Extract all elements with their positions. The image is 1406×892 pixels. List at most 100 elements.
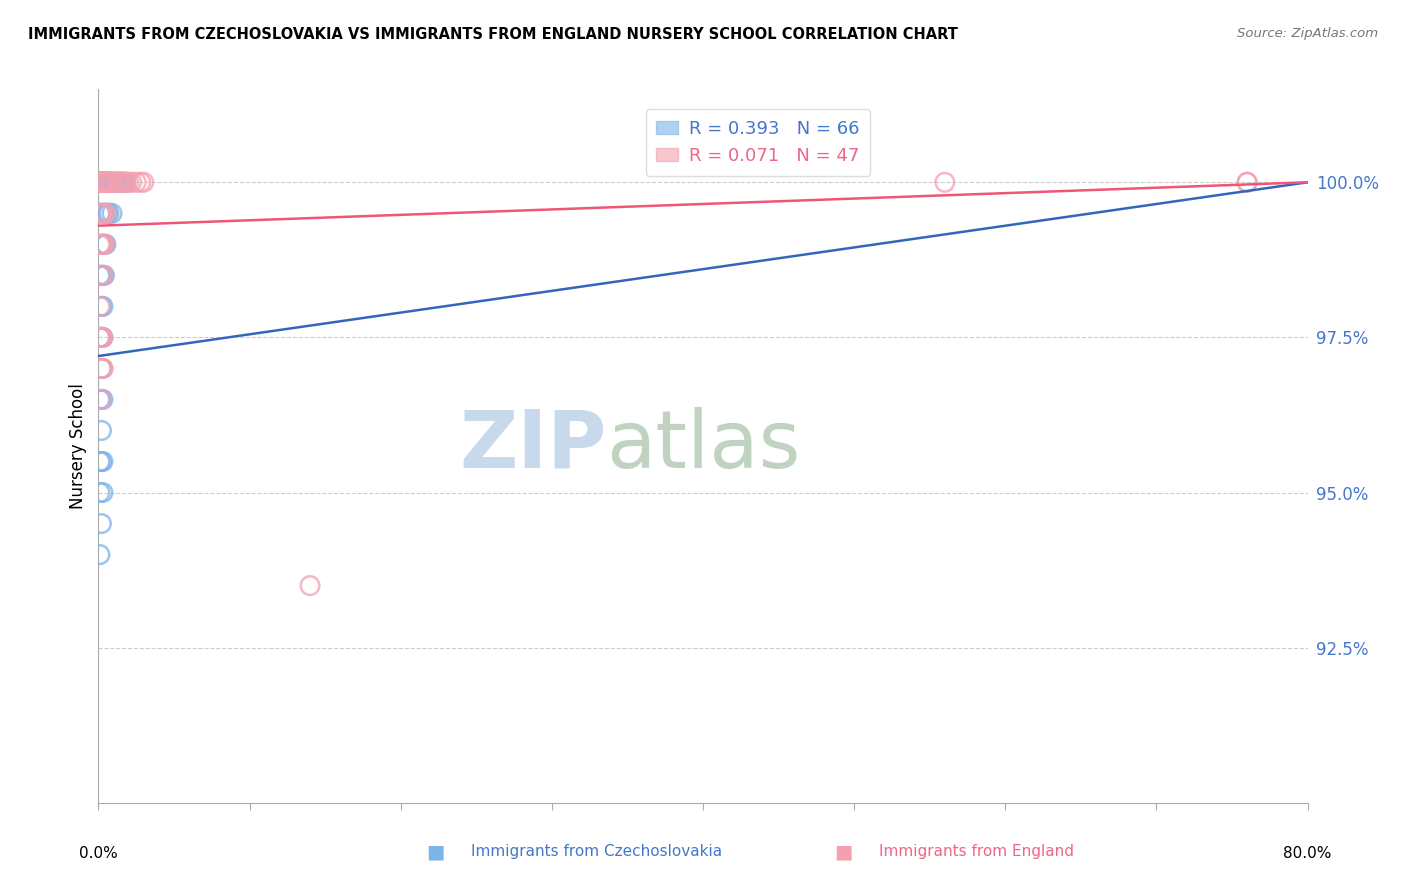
Point	[90, 392, 112, 407]
Point	[90, 175, 112, 189]
Point	[93, 268, 115, 283]
Point	[94, 175, 117, 189]
Legend: R = 0.393   N = 66, R = 0.071   N = 47: R = 0.393 N = 66, R = 0.071 N = 47	[645, 109, 870, 176]
Point	[89, 175, 111, 189]
Point	[89, 548, 111, 562]
Point	[89, 392, 111, 407]
Point	[132, 175, 155, 189]
Point	[103, 175, 125, 189]
Point	[112, 175, 135, 189]
Point	[91, 175, 114, 189]
Point	[91, 268, 114, 283]
Point	[94, 237, 117, 252]
Point	[91, 392, 114, 407]
Point	[104, 175, 127, 189]
Point	[91, 454, 114, 468]
Point	[89, 175, 111, 189]
Point	[91, 175, 114, 189]
Point	[90, 392, 112, 407]
Point	[94, 206, 117, 220]
Point	[1236, 175, 1258, 189]
Text: 0.0%: 0.0%	[79, 847, 118, 862]
Point	[90, 299, 112, 313]
Point	[90, 516, 112, 531]
Point	[90, 175, 112, 189]
Point	[90, 424, 112, 438]
Point	[89, 175, 111, 189]
Point	[89, 268, 111, 283]
Point	[89, 206, 111, 220]
Point	[89, 299, 111, 313]
Point	[90, 361, 112, 376]
Point	[118, 175, 141, 189]
Point	[96, 175, 118, 189]
Point	[934, 175, 956, 189]
Point	[90, 175, 112, 189]
Point	[129, 175, 152, 189]
Point	[101, 175, 124, 189]
Point	[100, 175, 122, 189]
Point	[90, 175, 112, 189]
Point	[90, 330, 112, 344]
Point	[114, 175, 136, 189]
Point	[93, 237, 115, 252]
Point	[93, 175, 115, 189]
Text: atlas: atlas	[606, 407, 800, 485]
Point	[90, 237, 112, 252]
Point	[111, 175, 134, 189]
Point	[91, 237, 114, 252]
Point	[90, 454, 112, 468]
Point	[89, 206, 111, 220]
Point	[90, 175, 112, 189]
Point	[89, 485, 111, 500]
Text: ■: ■	[426, 842, 446, 862]
Y-axis label: Nursery School: Nursery School	[69, 383, 87, 509]
Point	[107, 175, 129, 189]
Text: ■: ■	[834, 842, 853, 862]
Point	[98, 175, 121, 189]
Point	[93, 237, 115, 252]
Point	[89, 175, 111, 189]
Point	[91, 175, 114, 189]
Point	[89, 237, 111, 252]
Point	[103, 175, 125, 189]
Text: Immigrants from Czechoslovakia: Immigrants from Czechoslovakia	[471, 845, 723, 859]
Point	[100, 175, 122, 189]
Point	[100, 175, 122, 189]
Point	[96, 175, 118, 189]
Point	[91, 299, 114, 313]
Point	[91, 268, 114, 283]
Point	[90, 175, 112, 189]
Point	[89, 454, 111, 468]
Point	[105, 175, 128, 189]
Point	[90, 268, 112, 283]
Point	[91, 330, 114, 344]
Point	[90, 330, 112, 344]
Point	[91, 175, 114, 189]
Text: Source: ZipAtlas.com: Source: ZipAtlas.com	[1237, 27, 1378, 40]
Point	[90, 361, 112, 376]
Point	[107, 175, 129, 189]
Point	[98, 175, 121, 189]
Point	[91, 485, 114, 500]
Text: 80.0%: 80.0%	[1284, 847, 1331, 862]
Point	[108, 175, 131, 189]
Point	[93, 206, 115, 220]
Point	[125, 175, 148, 189]
Point	[90, 268, 112, 283]
Point	[90, 330, 112, 344]
Point	[93, 175, 115, 189]
Point	[91, 330, 114, 344]
Point	[103, 175, 125, 189]
Point	[93, 206, 115, 220]
Point	[90, 237, 112, 252]
Point	[98, 175, 121, 189]
Point	[91, 175, 114, 189]
Point	[96, 175, 118, 189]
Point	[96, 206, 118, 220]
Point	[91, 237, 114, 252]
Point	[108, 175, 131, 189]
Point	[101, 206, 124, 220]
Point	[89, 175, 111, 189]
Point	[91, 361, 114, 376]
